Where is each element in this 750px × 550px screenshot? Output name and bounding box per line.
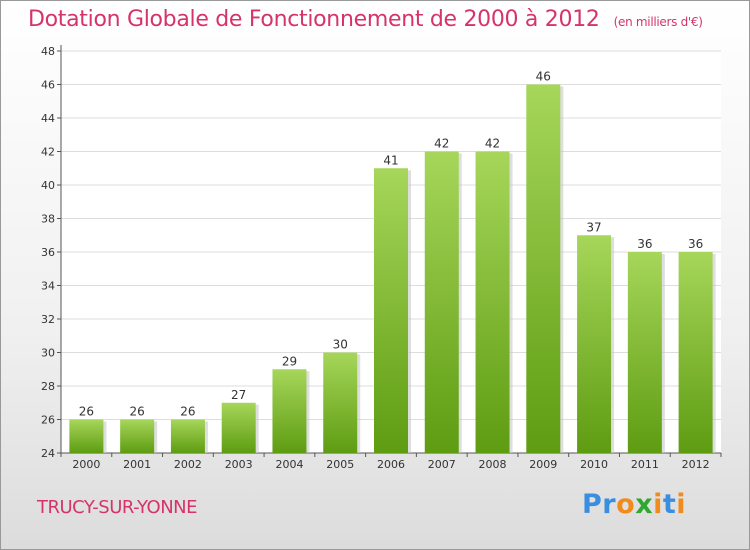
bar <box>678 252 713 453</box>
y-tick-label: 42 <box>41 146 55 159</box>
x-tick-label: 2002 <box>174 458 202 471</box>
bar <box>69 419 104 453</box>
bar <box>374 168 408 453</box>
bar-value-label: 36 <box>637 237 652 251</box>
bar <box>272 369 307 453</box>
logo-letter: P <box>582 489 603 520</box>
bar-value-label: 46 <box>536 70 551 84</box>
bars <box>69 84 716 453</box>
bar <box>475 151 510 453</box>
x-tick-label: 2007 <box>428 458 456 471</box>
y-tick-label: 34 <box>41 280 55 293</box>
chart-title: Dotation Globale de Fonctionnement de 20… <box>28 7 703 32</box>
axes: 24 26 28 30 32 34 36 38 40 42 44 46 48 <box>41 45 722 460</box>
y-tick-label: 30 <box>41 347 55 360</box>
bar <box>526 84 561 453</box>
bar <box>120 419 155 453</box>
bar <box>627 252 662 453</box>
bar <box>323 352 358 453</box>
commune-name: TRUCY-SUR-YONNE <box>37 497 198 518</box>
y-tick-label: 36 <box>41 246 55 259</box>
bar <box>170 419 205 453</box>
chart-unit: (en milliers d'€) <box>613 15 703 29</box>
x-tick-label: 2001 <box>123 458 151 471</box>
bar <box>424 151 459 453</box>
x-tick-label: 2011 <box>631 458 659 471</box>
bar-value-label: 41 <box>383 153 398 167</box>
bar <box>577 235 612 453</box>
x-tick-label: 2010 <box>580 458 608 471</box>
y-tick-label: 46 <box>41 79 55 92</box>
x-tick-label: 2003 <box>225 458 253 471</box>
bar <box>221 402 256 453</box>
bar-value-label: 29 <box>282 354 297 368</box>
bar-value-label: 26 <box>79 405 94 419</box>
bar-value-label: 30 <box>333 338 348 352</box>
bar-value-label: 36 <box>688 237 703 251</box>
bar-value-label: 42 <box>434 137 449 151</box>
logo-letter: o <box>616 489 636 520</box>
x-tick-label: 2005 <box>326 458 354 471</box>
proxiti-logo: Proxiti <box>582 489 686 520</box>
logo-letter: t <box>662 489 677 520</box>
y-tick-label: 38 <box>41 213 55 226</box>
y-tick-label: 24 <box>41 447 55 460</box>
logo-letter: i <box>653 489 663 520</box>
logo-letter: i <box>676 489 687 520</box>
logo-letter: r <box>602 489 617 520</box>
bar-value-label: 37 <box>586 220 601 234</box>
bar-value-label: 26 <box>130 405 145 419</box>
y-tick-label: 40 <box>41 179 55 192</box>
y-tick-label: 32 <box>41 313 55 326</box>
bar-value-label: 27 <box>231 388 246 402</box>
chart-title-text: Dotation Globale de Fonctionnement de 20… <box>28 7 600 32</box>
y-tick-label: 28 <box>41 380 55 393</box>
x-tick-label: 2008 <box>479 458 507 471</box>
x-tick-label: 2000 <box>72 458 100 471</box>
bar-value-label: 26 <box>180 405 195 419</box>
bar-value-label: 42 <box>485 137 500 151</box>
y-tick-label: 48 <box>41 45 55 58</box>
x-tick-label: 2006 <box>377 458 405 471</box>
y-tick-label: 26 <box>41 414 55 427</box>
logo-letter: x <box>635 489 654 520</box>
labels: 26 2000 26 2001 26 2002 27 2003 29 2004 30 2005 41 20… <box>72 70 709 472</box>
y-tick-label: 44 <box>41 112 55 125</box>
x-tick-label: 2012 <box>682 458 710 471</box>
x-tick-label: 2009 <box>529 458 557 471</box>
x-tick-label: 2004 <box>275 458 303 471</box>
